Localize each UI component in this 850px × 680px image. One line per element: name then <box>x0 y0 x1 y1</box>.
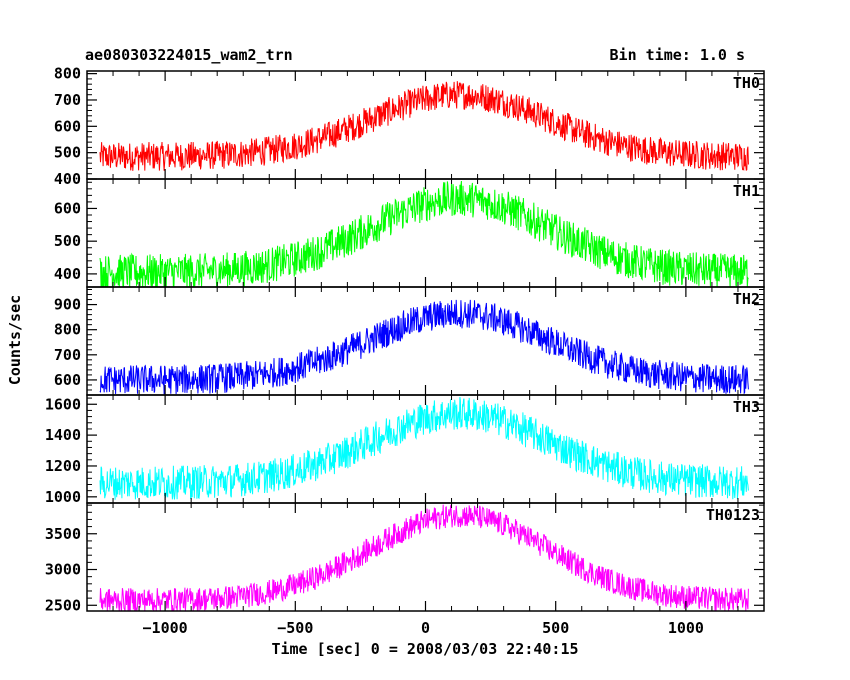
y-tick-label: 1200 <box>45 457 81 475</box>
panel-label-th2: TH2 <box>733 290 760 308</box>
y-tick-label: 500 <box>54 232 81 250</box>
series-th1 <box>99 180 749 287</box>
y-tick-label: 500 <box>54 144 81 162</box>
y-tick-label: 1400 <box>45 426 81 444</box>
series-th2 <box>99 299 749 395</box>
x-axis-label: Time [sec] 0 = 2008/03/03 22:40:15 <box>271 640 578 658</box>
panels-group: TH0 400 500 600 700 800 TH1 400 500 600 TH2 600 700 8… <box>45 65 765 637</box>
y-tick-label: 900 <box>54 296 81 314</box>
series-th0123 <box>99 504 749 611</box>
y-tick-label: 700 <box>54 91 81 109</box>
panel-label-th3: TH3 <box>733 398 760 416</box>
panel-th0123: TH0123 2500 3000 3500 <box>45 502 765 614</box>
series-th3 <box>99 397 749 500</box>
panel-th0: TH0 400 500 600 700 800 <box>54 65 765 188</box>
y-tick-label: 3000 <box>45 561 81 579</box>
x-tick-label: 1000 <box>668 619 704 637</box>
y-axis-label: Counts/sec <box>6 295 24 385</box>
chart-title: ae080303224015_wam2_trn <box>85 46 293 64</box>
panel-th1: TH1 400 500 600 <box>54 178 765 288</box>
x-tick-label: −500 <box>277 619 313 637</box>
y-tick-label: 400 <box>54 265 81 283</box>
y-tick-label: 2500 <box>45 596 81 614</box>
panel-label-th0: TH0 <box>733 74 760 92</box>
y-tick-label: 700 <box>54 346 81 364</box>
y-tick-label: 1600 <box>45 395 81 413</box>
y-tick-label: 3500 <box>45 525 81 543</box>
x-tick-label: 500 <box>542 619 569 637</box>
y-tick-label: 1000 <box>45 488 81 506</box>
y-tick-label: 400 <box>54 170 81 188</box>
panel-label-th1: TH1 <box>733 182 760 200</box>
x-tick-label: 0 <box>421 619 430 637</box>
panel-th2: TH2 600 700 800 900 <box>54 286 765 396</box>
y-tick-label: 800 <box>54 321 81 339</box>
x-tick-label: −1000 <box>143 619 188 637</box>
y-tick-label: 600 <box>54 199 81 217</box>
panel-th3: TH3 1000 1200 1400 1600 <box>45 394 765 506</box>
panel-label-th0123: TH0123 <box>706 506 760 524</box>
y-tick-label: 600 <box>54 117 81 135</box>
y-tick-label: 800 <box>54 65 81 83</box>
bin-time-label: Bin time: 1.0 s <box>610 46 745 64</box>
y-tick-label: 600 <box>54 371 81 389</box>
series-th0 <box>99 81 749 172</box>
